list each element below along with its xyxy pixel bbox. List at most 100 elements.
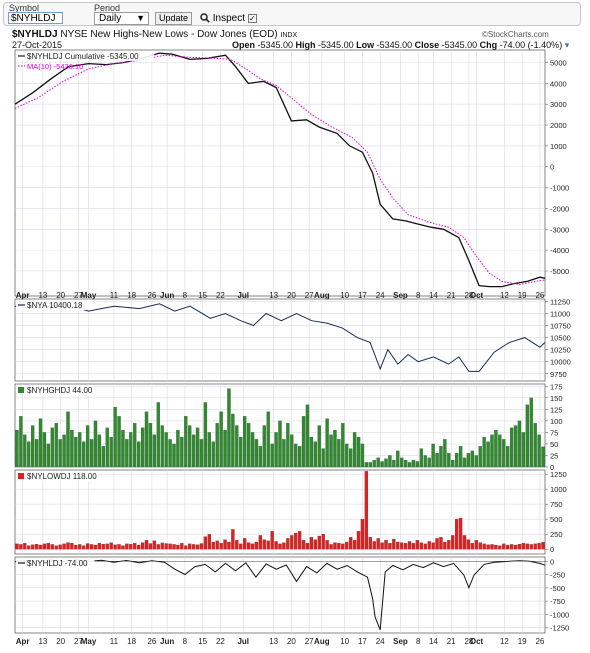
y-tick-label: 0 bbox=[550, 463, 554, 472]
bar bbox=[223, 539, 227, 550]
bar bbox=[466, 539, 471, 550]
bar bbox=[62, 543, 66, 550]
x-tick-label: 12 bbox=[500, 291, 509, 300]
bar bbox=[50, 544, 54, 550]
bar bbox=[423, 543, 427, 550]
bar bbox=[388, 543, 392, 550]
bar bbox=[282, 439, 286, 468]
bar bbox=[443, 541, 447, 550]
bar bbox=[97, 434, 102, 468]
y-tick-label: 175 bbox=[550, 382, 563, 391]
x-tick-label: 20 bbox=[56, 291, 65, 300]
x-tick-label: 27 bbox=[305, 637, 314, 646]
bar bbox=[309, 537, 314, 550]
bar bbox=[380, 461, 384, 468]
bar bbox=[321, 534, 325, 550]
bar bbox=[117, 416, 121, 468]
bar bbox=[337, 543, 341, 550]
inspect-checkbox[interactable]: ✓ bbox=[247, 13, 257, 23]
bar bbox=[207, 534, 211, 550]
bar bbox=[392, 459, 396, 468]
bar bbox=[19, 416, 23, 468]
y-tick-label: 0 bbox=[550, 557, 554, 566]
bar bbox=[313, 539, 317, 550]
bar bbox=[93, 420, 98, 468]
bar bbox=[294, 443, 298, 468]
x-tick-label: 10 bbox=[340, 291, 349, 300]
bar bbox=[411, 543, 416, 550]
bar bbox=[172, 443, 176, 468]
bar bbox=[490, 434, 494, 468]
inspect-toggle[interactable]: Inspect ✓ bbox=[200, 13, 257, 24]
bar bbox=[219, 543, 223, 550]
bar bbox=[372, 459, 376, 468]
bar bbox=[447, 453, 451, 468]
bar bbox=[199, 543, 204, 550]
bar bbox=[184, 416, 188, 468]
bar bbox=[529, 397, 533, 468]
series-line bbox=[14, 52, 546, 288]
bar bbox=[502, 543, 506, 550]
bar bbox=[525, 404, 529, 468]
bar bbox=[101, 446, 105, 468]
bar bbox=[494, 544, 498, 550]
bar bbox=[133, 423, 137, 468]
bar bbox=[541, 542, 545, 550]
bar bbox=[384, 540, 388, 550]
bar bbox=[243, 416, 247, 468]
update-button[interactable]: Update bbox=[155, 12, 193, 25]
bar bbox=[176, 430, 180, 468]
bar bbox=[309, 436, 314, 468]
bar bbox=[435, 453, 439, 468]
bar bbox=[188, 543, 192, 550]
x-tick-label: 27 bbox=[74, 637, 83, 646]
bar bbox=[525, 543, 529, 550]
bar bbox=[27, 441, 31, 468]
x-tick-label: 20 bbox=[287, 291, 296, 300]
bar bbox=[529, 544, 533, 550]
bar bbox=[231, 413, 235, 468]
bar bbox=[451, 535, 455, 550]
chart-title-text: NYSE New Highs-New Lows - Dow Jones (EOD… bbox=[60, 29, 278, 40]
legend-label: MA(10) -5426.10 bbox=[27, 62, 83, 71]
bar bbox=[203, 536, 208, 550]
bar bbox=[184, 545, 188, 550]
legend-label: $NYHGHDJ 44.00 bbox=[27, 386, 93, 395]
bar bbox=[403, 459, 408, 468]
symbol-input[interactable] bbox=[8, 12, 63, 24]
bar bbox=[431, 443, 435, 468]
bar bbox=[211, 441, 215, 468]
legend-bg bbox=[16, 558, 95, 568]
bar bbox=[82, 441, 86, 468]
bar bbox=[325, 540, 329, 550]
x-tick-label: 13 bbox=[38, 637, 47, 646]
bar bbox=[113, 544, 117, 550]
ohlc-value: -5345.00 bbox=[255, 40, 296, 50]
bar bbox=[478, 542, 482, 550]
bar bbox=[82, 545, 86, 550]
bar bbox=[121, 430, 125, 468]
period-select[interactable]: Daily ▼ bbox=[94, 12, 149, 25]
bar bbox=[407, 462, 412, 468]
bar bbox=[125, 439, 129, 468]
bar bbox=[140, 542, 145, 550]
bar bbox=[372, 541, 376, 550]
bar bbox=[509, 427, 514, 468]
bar bbox=[376, 538, 380, 550]
series-line bbox=[14, 559, 546, 630]
bar bbox=[148, 543, 153, 550]
bar bbox=[301, 416, 306, 468]
bar bbox=[176, 544, 180, 550]
bar bbox=[144, 411, 149, 468]
y-tick-label: 250 bbox=[550, 530, 563, 539]
y-tick-label: 5000 bbox=[550, 59, 567, 68]
y-tick-label: -2000 bbox=[550, 204, 569, 213]
y-tick-label: -4000 bbox=[550, 246, 569, 255]
bar bbox=[274, 432, 278, 468]
chevron-down-icon[interactable]: ▾ bbox=[564, 40, 570, 50]
bar bbox=[58, 544, 62, 550]
ohlc-key: Open bbox=[232, 40, 256, 50]
symbol-toolbar: Symbol Period Daily ▼ Update Inspect ✓ bbox=[3, 2, 581, 26]
y-tick-label: 10500 bbox=[550, 334, 571, 343]
bar bbox=[188, 425, 192, 468]
